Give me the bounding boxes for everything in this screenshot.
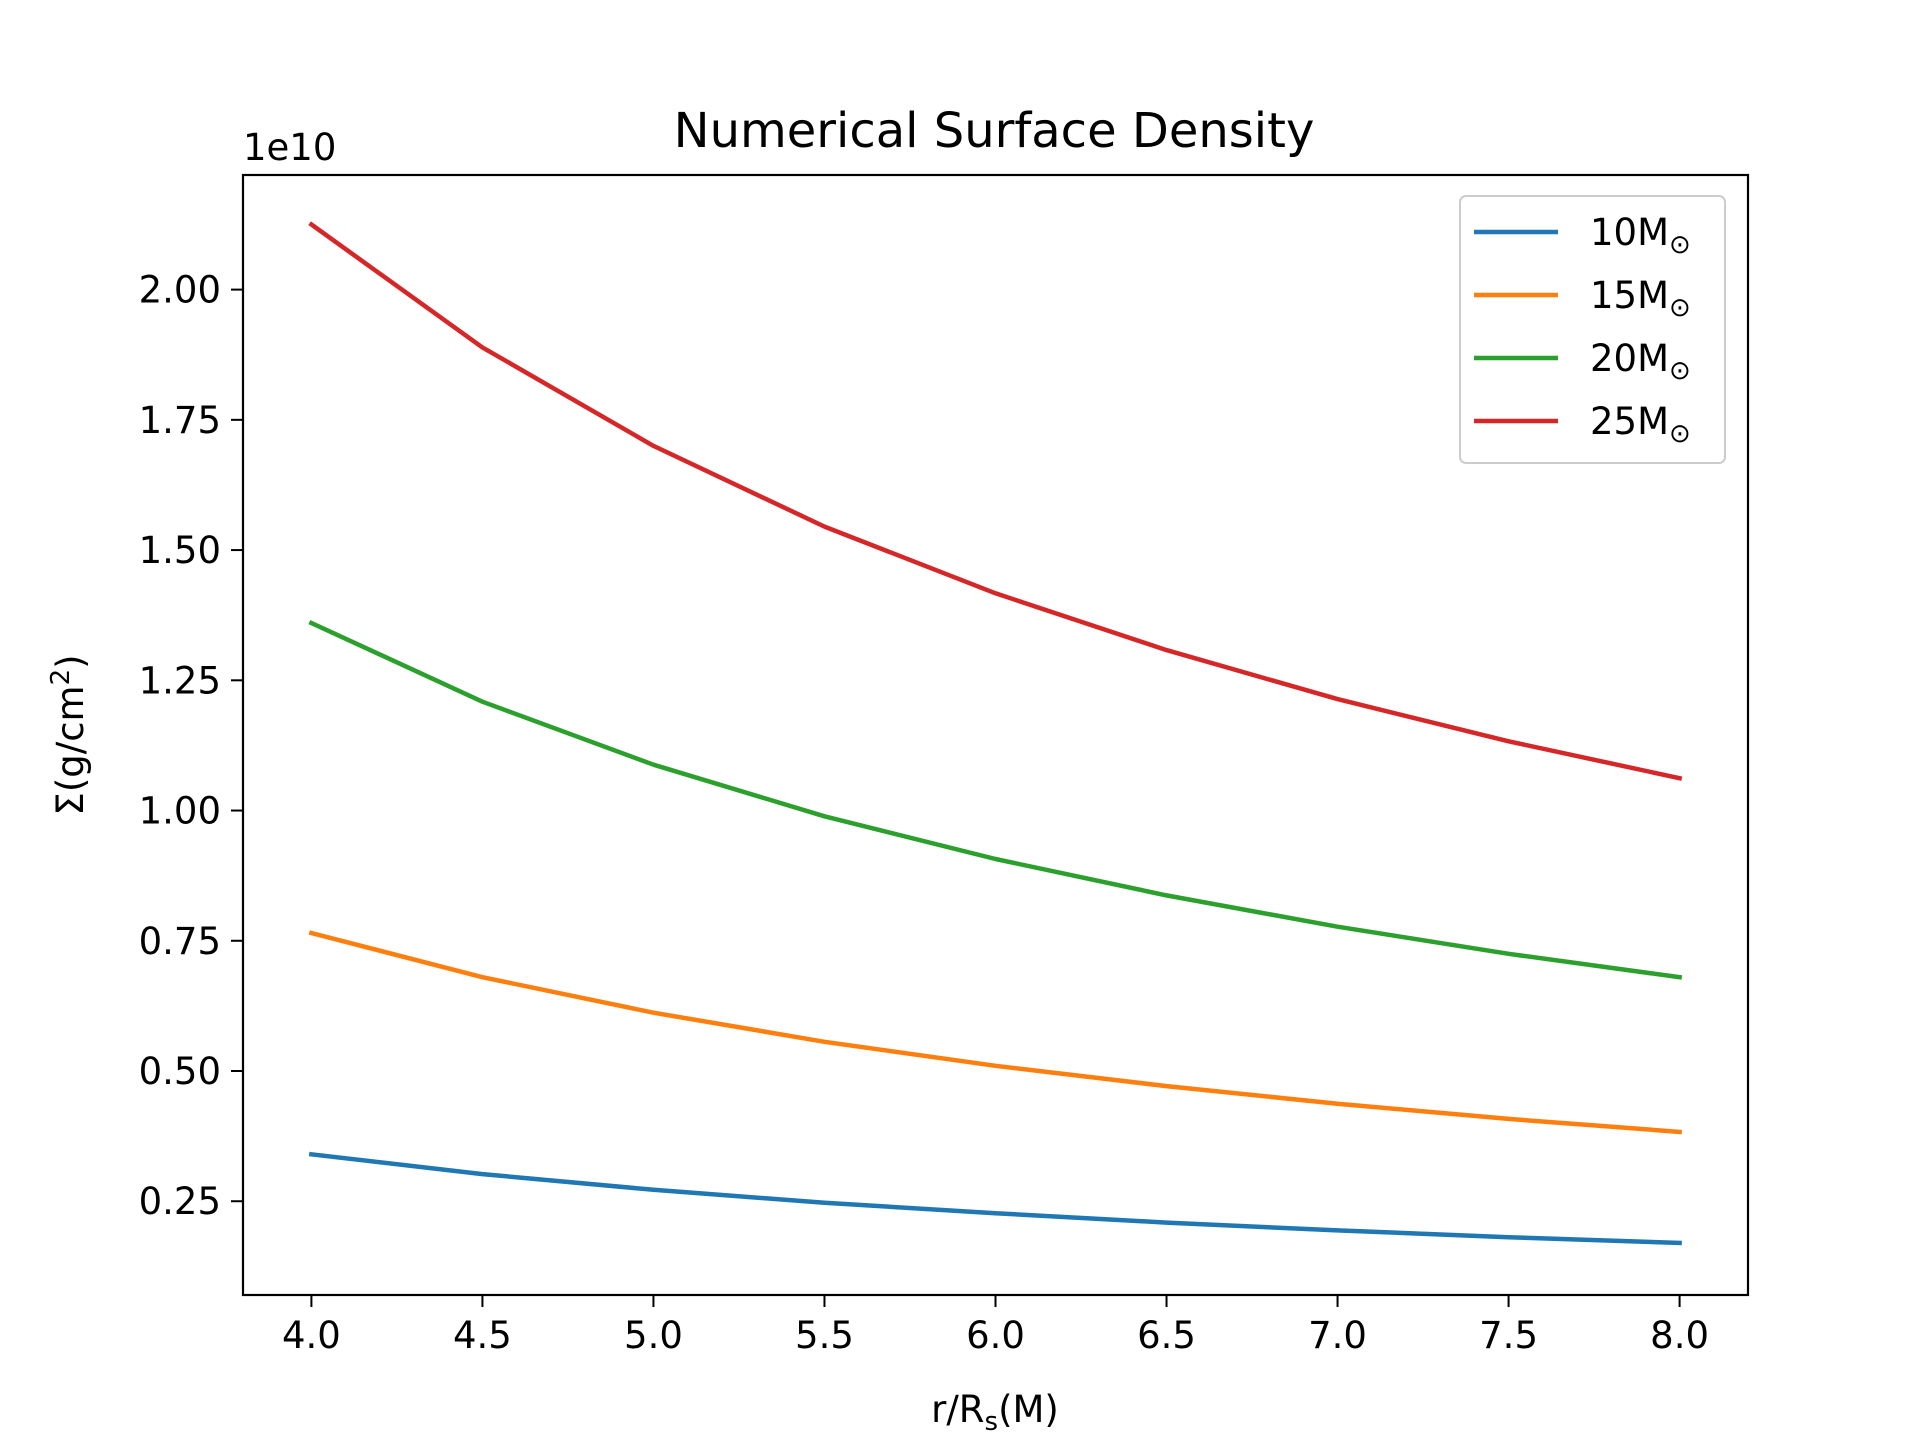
y-tick-label: 0.75 (139, 920, 221, 963)
y-tick-label: 1.25 (139, 659, 221, 702)
series-line-15m (308, 930, 1683, 1135)
x-tick-label: 8.0 (1650, 1314, 1709, 1357)
x-axis-label: r/Rs(M) (931, 1388, 1059, 1437)
x-tick-label: 6.0 (966, 1314, 1025, 1357)
y-tick-label: 0.50 (139, 1050, 221, 1093)
x-axis-ticks: 4.0 4.5 5.0 5.5 6.0 6.5 7.0 7.5 8.0 (282, 1295, 1709, 1357)
y-axis-offset-label: 1e10 (243, 126, 336, 169)
legend-label-15m: 15M⊙ (1590, 274, 1691, 323)
y-axis-ticks: 0.25 0.50 0.75 1.00 1.25 1.50 1.75 2.00 (139, 269, 243, 1223)
y-tick-label: 0.25 (139, 1180, 221, 1223)
x-tick-label: 4.0 (282, 1314, 341, 1357)
x-tick-label: 7.5 (1479, 1314, 1538, 1357)
y-tick-label: 1.50 (139, 529, 221, 572)
legend: 10M⊙ 15M⊙ 20M⊙ 25M⊙ (1459, 195, 1726, 464)
x-tick-label: 7.0 (1308, 1314, 1367, 1357)
y-tick-label: 1.75 (139, 399, 221, 442)
legend-label-20m: 20M⊙ (1590, 337, 1691, 386)
y-tick-label: 1.00 (139, 790, 221, 833)
x-tick-label: 5.0 (624, 1314, 683, 1357)
series-line-20m (308, 620, 1683, 980)
legend-box (1459, 195, 1726, 464)
y-tick-label: 2.00 (139, 269, 221, 312)
x-tick-label: 4.5 (453, 1314, 512, 1357)
chart-title: Numerical Surface Density (674, 103, 1315, 159)
x-tick-label: 6.5 (1137, 1314, 1196, 1357)
series-line-10m (308, 1151, 1682, 1246)
x-tick-label: 5.5 (795, 1314, 854, 1357)
legend-label-25m: 25M⊙ (1590, 400, 1691, 449)
series-line-25m (308, 221, 1683, 781)
legend-label-10m: 10M⊙ (1590, 211, 1691, 260)
plot-lines (308, 221, 1683, 1246)
